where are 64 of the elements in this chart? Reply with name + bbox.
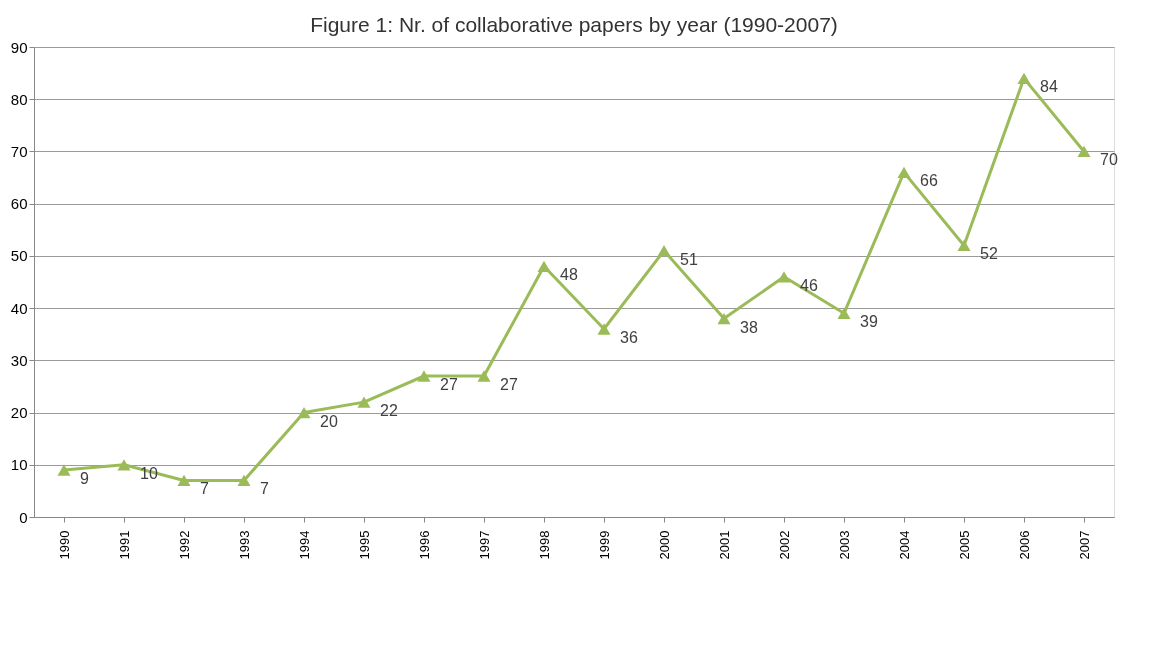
data-label: 9 [80, 470, 89, 487]
point [957, 239, 971, 252]
data-label: 7 [200, 480, 209, 498]
x-tick-label: 2007 [1076, 530, 1092, 560]
x-tick-label: 1990 [56, 530, 72, 560]
data-label: 27 [440, 376, 458, 393]
data-label: 46 [800, 276, 818, 294]
data-label: 22 [380, 402, 398, 420]
x-tick-label: 2003 [836, 530, 852, 560]
data-label: 48 [560, 266, 578, 284]
point [837, 307, 851, 319]
point [777, 271, 791, 283]
chart-title: Figure 1: Nr. of collaborative papers by year (1990-2007) [310, 13, 838, 36]
point [657, 245, 671, 257]
point [357, 396, 371, 408]
point [57, 464, 71, 476]
data-label: 84 [1040, 78, 1058, 96]
x-tick-label: 1999 [596, 530, 612, 560]
x-tick-label: 2004 [896, 530, 912, 560]
data-label: 27 [500, 376, 518, 393]
point [297, 406, 311, 419]
data-label: 36 [620, 329, 638, 346]
x-tick-label: 1994 [296, 530, 312, 560]
data-label: 52 [980, 245, 998, 263]
x-tick-label: 1997 [476, 530, 492, 560]
x-tick-label: 2002 [776, 530, 792, 560]
x-tick-label: 2005 [956, 530, 972, 560]
data-label: 38 [740, 318, 758, 336]
x-tick-label: 1996 [416, 530, 432, 560]
x-tick-label: 2000 [656, 530, 672, 560]
y-tick-label: 10 [10, 456, 28, 474]
data-label: 66 [920, 172, 938, 190]
point [237, 474, 251, 487]
data-label: 70 [1100, 151, 1118, 169]
point [477, 370, 491, 382]
point [537, 260, 551, 272]
data-label: 7 [260, 480, 269, 498]
data-label: 20 [320, 412, 338, 430]
x-tick-label: 1998 [536, 530, 552, 560]
y-tick-label: 0 [19, 508, 28, 526]
point [417, 370, 431, 382]
y-tick-label: 50 [10, 247, 28, 265]
point [177, 474, 191, 487]
point [1017, 72, 1031, 84]
point [897, 166, 911, 178]
y-tick-label: 90 [10, 38, 28, 56]
x-tick-label: 2001 [716, 530, 732, 560]
x-tick-label: 1991 [116, 530, 132, 560]
data-label: 51 [680, 250, 698, 268]
data-label: 39 [860, 313, 878, 331]
x-tick-label: 1995 [356, 530, 372, 560]
y-tick-label: 20 [10, 404, 28, 422]
y-tick-label: 30 [10, 351, 28, 369]
y-tick-label: 40 [10, 299, 28, 317]
point [1077, 145, 1091, 158]
y-tick-label: 80 [10, 90, 28, 108]
x-tick-label: 1992 [176, 530, 192, 560]
y-tick-label: 60 [10, 195, 28, 213]
point [717, 312, 731, 325]
x-tick-label: 2006 [1016, 530, 1032, 560]
point [117, 459, 131, 471]
x-tick-label: 1993 [236, 530, 252, 560]
y-tick-label: 70 [10, 142, 28, 160]
point [597, 323, 611, 335]
